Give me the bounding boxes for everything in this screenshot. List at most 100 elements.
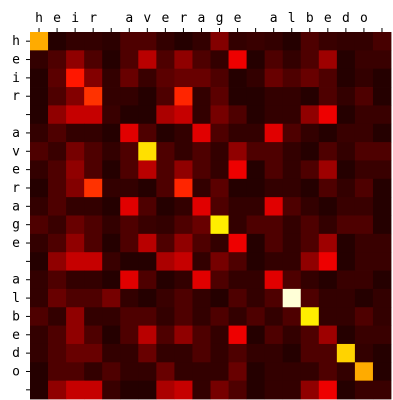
heatmap-cell-r12-c8	[174, 252, 193, 271]
heatmap-cell-r5-c14	[282, 123, 302, 143]
heatmap-cell-r1-c4	[102, 50, 121, 70]
heatmap-cell-r5-c5	[120, 123, 139, 143]
heatmap-cell-r4-c15	[300, 105, 320, 125]
heatmap-cell-r8-c5	[120, 178, 139, 198]
heatmap-cell-r10-c8	[174, 215, 193, 235]
heatmap-cell-r10-c12	[246, 215, 266, 235]
heatmap-cell-r16-c0	[30, 325, 49, 345]
heatmap-cell-r18-c13	[264, 362, 284, 382]
heatmap-cell-r8-c0	[30, 178, 49, 198]
heatmap-cell-r10-c2	[66, 215, 85, 235]
heatmap-cell-r1-c2	[66, 50, 85, 70]
heatmap-cell-r7-c12	[246, 160, 266, 180]
heatmap-cell-r12-c12	[246, 252, 266, 271]
heatmap-cell-r18-c19	[372, 362, 392, 382]
heatmap-cell-r17-c7	[156, 343, 175, 363]
heatmap-cell-r8-c6	[138, 178, 157, 198]
heatmap-cell-r4-c11	[228, 105, 247, 125]
heatmap-cell-r15-c1	[48, 307, 67, 326]
heatmap-cell-r7-c14	[282, 160, 302, 180]
heatmap-cell-r7-c6	[138, 160, 157, 180]
heatmap-cell-r7-c5	[120, 160, 139, 180]
heatmap-cell-r3-c8	[174, 87, 193, 106]
heatmap-cell-r13-c3	[84, 270, 103, 290]
heatmap-cell-r6-c5	[120, 142, 139, 161]
heatmap-cell-r10-c15	[300, 215, 320, 235]
heatmap-cell-r9-c15	[300, 197, 320, 216]
heatmap-cell-r19-c9	[192, 380, 211, 400]
x-tick-label: o	[360, 11, 368, 26]
heatmap-cell-r14-c6	[138, 288, 157, 308]
heatmap-cell-r16-c11	[228, 325, 247, 345]
heatmap-cell-r0-c8	[174, 32, 193, 51]
heatmap-cell-r0-c7	[156, 32, 175, 51]
heatmap-cell-r5-c18	[354, 123, 374, 143]
heatmap-cell-r1-c10	[210, 50, 229, 70]
heatmap-cell-r13-c19	[372, 270, 392, 290]
heatmap-cell-r15-c4	[102, 307, 121, 326]
heatmap-cell-r1-c15	[300, 50, 320, 70]
heatmap-cell-r10-c6	[138, 215, 157, 235]
heatmap-cell-r5-c15	[300, 123, 320, 143]
heatmap-cell-r14-c5	[120, 288, 139, 308]
heatmap-cell-r14-c10	[210, 288, 229, 308]
heatmap-cell-r9-c18	[354, 197, 374, 216]
heatmap-cell-r0-c1	[48, 32, 67, 51]
heatmap-cell-r8-c19	[372, 178, 392, 198]
y-tick-label: b	[12, 309, 20, 324]
heatmap-cell-r8-c13	[264, 178, 284, 198]
heatmap-cell-r1-c17	[336, 50, 356, 70]
heatmap-cell-r17-c9	[192, 343, 211, 363]
y-tick-label: a	[12, 273, 20, 288]
heatmap-cell-r0-c14	[282, 32, 302, 51]
heatmap-cell-r3-c16	[318, 87, 338, 106]
heatmap-cell-r1-c1	[48, 50, 67, 70]
y-tick-label: d	[12, 346, 20, 361]
heatmap-cell-r8-c15	[300, 178, 320, 198]
y-tick-label: a	[12, 199, 20, 214]
heatmap-cell-r6-c11	[228, 142, 247, 161]
heatmap-cell-r4-c13	[264, 105, 284, 125]
heatmap-cell-r10-c10	[210, 215, 229, 235]
heatmap-cell-r3-c9	[192, 87, 211, 106]
heatmap-cell-r17-c6	[138, 343, 157, 363]
heatmap-cell-r2-c0	[30, 68, 49, 88]
heatmap-cell-r4-c7	[156, 105, 175, 125]
heatmap-cell-r4-c0	[30, 105, 49, 125]
heatmap-cell-r0-c6	[138, 32, 157, 51]
heatmap-cell-r18-c14	[282, 362, 302, 382]
heatmap-cell-r5-c3	[84, 123, 103, 143]
x-tick-label: e	[161, 11, 169, 26]
y-tick-label: e	[12, 163, 20, 178]
heatmap-cell-r17-c14	[282, 343, 302, 363]
heatmap-cell-r7-c8	[174, 160, 193, 180]
heatmap-cell-r6-c3	[84, 142, 103, 161]
heatmap-cell-r3-c17	[336, 87, 356, 106]
heatmap-cell-r16-c4	[102, 325, 121, 345]
heatmap-cell-r16-c1	[48, 325, 67, 345]
heatmap-cell-r7-c3	[84, 160, 103, 180]
y-tick-label: l	[12, 291, 20, 306]
heatmap-cell-r9-c2	[66, 197, 85, 216]
heatmap-cell-r18-c17	[336, 362, 356, 382]
heatmap-cell-r11-c6	[138, 233, 157, 253]
heatmap-cell-r3-c15	[300, 87, 320, 106]
heatmap-cell-r3-c19	[372, 87, 392, 106]
heatmap-cell-r13-c12	[246, 270, 266, 290]
heatmap-cell-r6-c4	[102, 142, 121, 161]
heatmap-cell-r16-c7	[156, 325, 175, 345]
heatmap-cell-r15-c2	[66, 307, 85, 326]
heatmap-cell-r15-c7	[156, 307, 175, 326]
x-tick-label: e	[234, 11, 242, 26]
heatmap-cell-r8-c17	[336, 178, 356, 198]
heatmap-cell-r4-c1	[48, 105, 67, 125]
heatmap-cell-r10-c13	[264, 215, 284, 235]
heatmap-cell-r9-c5	[120, 197, 139, 216]
heatmap-cell-r16-c15	[300, 325, 320, 345]
heatmap-cell-r12-c6	[138, 252, 157, 271]
heatmap-cell-r9-c17	[336, 197, 356, 216]
heatmap-cell-r14-c12	[246, 288, 266, 308]
heatmap-cell-r16-c8	[174, 325, 193, 345]
heatmap-cell-r1-c14	[282, 50, 302, 70]
